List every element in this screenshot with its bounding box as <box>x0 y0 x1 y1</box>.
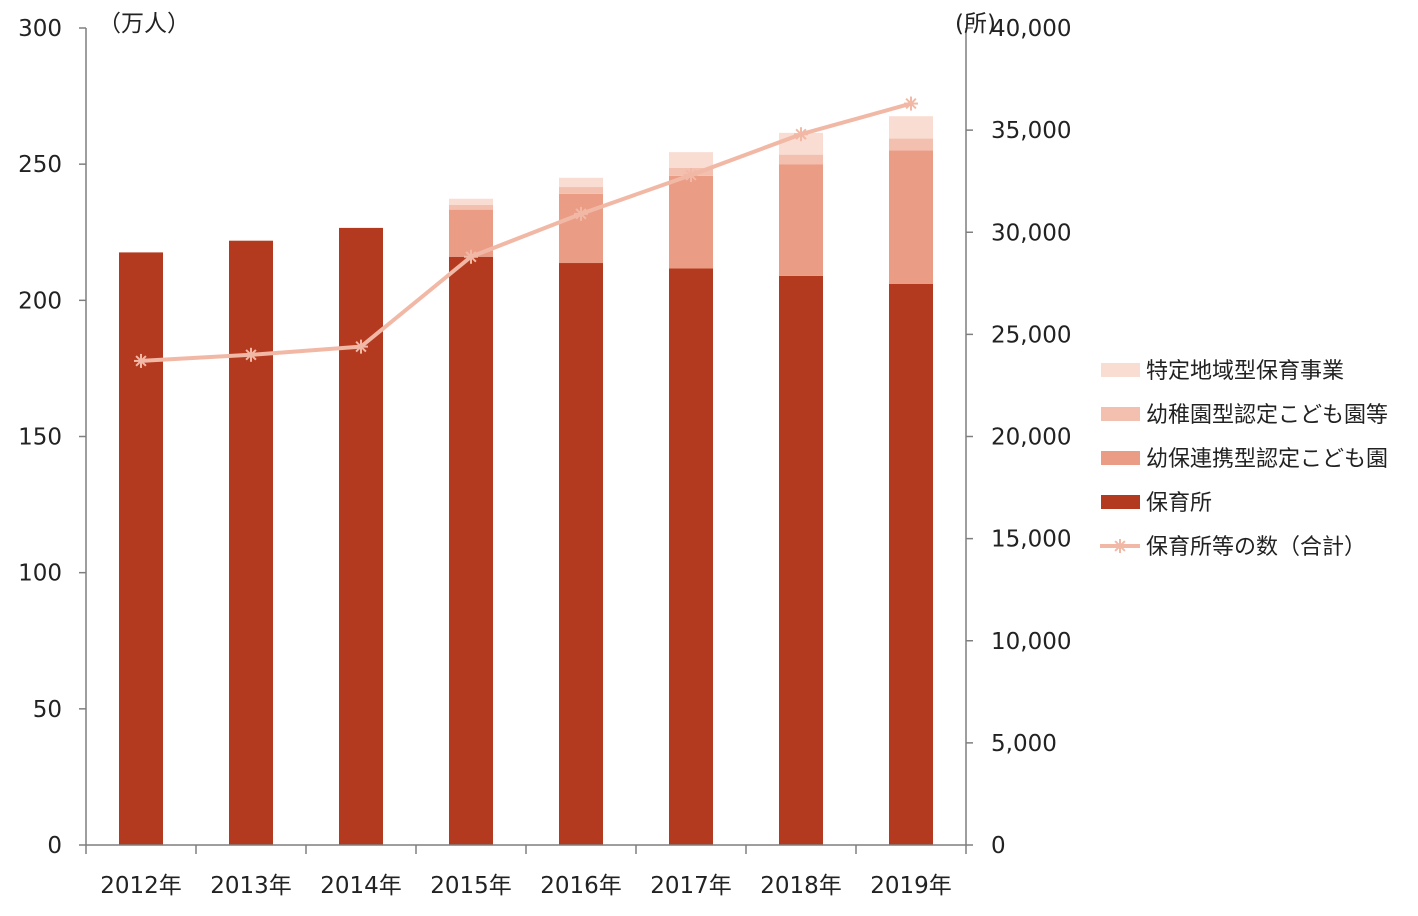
legend-item-3: 保育所 <box>1101 491 1212 516</box>
line-point-3 <box>464 249 478 264</box>
legend-item-4: 保育所等の数（合計） <box>1100 535 1366 560</box>
left-tick-label-6: 300 <box>18 16 62 42</box>
bar-0-2 <box>339 227 383 845</box>
x-tick-label-4: 2016年 <box>540 873 622 899</box>
legend-label-3: 保育所 <box>1146 491 1212 516</box>
right-tick-label-8: 40,000 <box>991 16 1071 42</box>
left-tick-label-1: 50 <box>33 697 62 723</box>
x-tick-label-7: 2019年 <box>870 873 952 899</box>
legend-swatch-3 <box>1101 495 1140 509</box>
line-layer <box>134 96 918 368</box>
x-tick-label-3: 2015年 <box>430 873 512 899</box>
legend-item-2: 幼保連携型認定こども園 <box>1101 447 1388 472</box>
left-axis-unit-label: （万人） <box>98 11 190 37</box>
left-tick-label-5: 250 <box>18 152 62 178</box>
bar-2-3 <box>449 205 493 210</box>
line-point-2 <box>354 339 368 354</box>
right-tick-label-4: 20,000 <box>991 425 1071 451</box>
line-point-5 <box>684 168 698 183</box>
left-tick-label-0: 0 <box>47 833 62 859</box>
right-tick-label-1: 5,000 <box>991 731 1057 757</box>
legend-swatch-0 <box>1101 363 1140 377</box>
left-tick-label-2: 100 <box>18 561 62 587</box>
line-point-7 <box>904 96 918 111</box>
bar-1-4 <box>559 193 603 264</box>
right-tick-label-6: 30,000 <box>991 220 1071 246</box>
x-tick-label-6: 2018年 <box>760 873 842 899</box>
legend: 特定地域型保育事業幼稚園型認定こども園等幼保連携型認定こども園保育所保育所等の数… <box>1100 359 1388 560</box>
bar-0-1 <box>229 240 273 846</box>
line-point-6 <box>794 127 808 142</box>
right-tick-label-3: 15,000 <box>991 527 1071 553</box>
bar-1-7 <box>889 150 933 284</box>
bar-1-5 <box>669 175 713 269</box>
series-line-total <box>140 101 912 363</box>
bar-0-4 <box>559 263 603 845</box>
right-tick-label-2: 10,000 <box>991 629 1071 655</box>
bar-2-4 <box>559 187 603 194</box>
legend-item-1: 幼稚園型認定こども園等 <box>1101 403 1388 428</box>
x-tick-label-2: 2014年 <box>320 873 402 899</box>
line-point-0 <box>134 353 148 368</box>
x-tick-label-0: 2012年 <box>100 873 182 899</box>
bar-3-4 <box>559 177 603 188</box>
bar-3-7 <box>889 116 933 139</box>
x-tick-label-1: 2013年 <box>210 873 292 899</box>
left-tick-label-3: 150 <box>18 425 62 451</box>
legend-swatch-1 <box>1101 407 1140 421</box>
x-tick-label-5: 2017年 <box>650 873 732 899</box>
bar-0-5 <box>669 268 713 845</box>
axes-layer: 0 50 100 150 200 250 300 0 5,000 10,000 15,000 20,0… <box>18 11 1071 899</box>
legend-item-0: 特定地域型保育事業 <box>1101 359 1344 384</box>
bar-3-5 <box>669 152 713 168</box>
bar-3-3 <box>449 198 493 206</box>
legend-marker-4 <box>1113 539 1127 553</box>
legend-label-2: 幼保連携型認定こども園 <box>1146 447 1388 472</box>
right-tick-label-0: 0 <box>991 833 1006 859</box>
right-tick-label-5: 25,000 <box>991 322 1071 348</box>
bar-0-3 <box>449 256 493 845</box>
bar-1-6 <box>779 164 823 276</box>
line-point-1 <box>244 347 258 362</box>
bar-0-0 <box>119 252 163 846</box>
legend-swatch-2 <box>1101 451 1140 465</box>
left-tick-label-4: 200 <box>18 288 62 314</box>
bar-2-7 <box>889 138 933 151</box>
bars-layer <box>119 116 933 846</box>
right-tick-label-7: 35,000 <box>991 118 1071 144</box>
right-axis-unit-label: (所) <box>955 11 996 37</box>
bar-0-7 <box>889 283 933 845</box>
bar-0-6 <box>779 275 823 845</box>
legend-label-0: 特定地域型保育事業 <box>1146 359 1344 384</box>
legend-label-1: 幼稚園型認定こども園等 <box>1146 403 1388 428</box>
line-point-4 <box>574 206 588 221</box>
legend-label-4: 保育所等の数（合計） <box>1146 535 1366 560</box>
bar-2-6 <box>779 154 823 165</box>
